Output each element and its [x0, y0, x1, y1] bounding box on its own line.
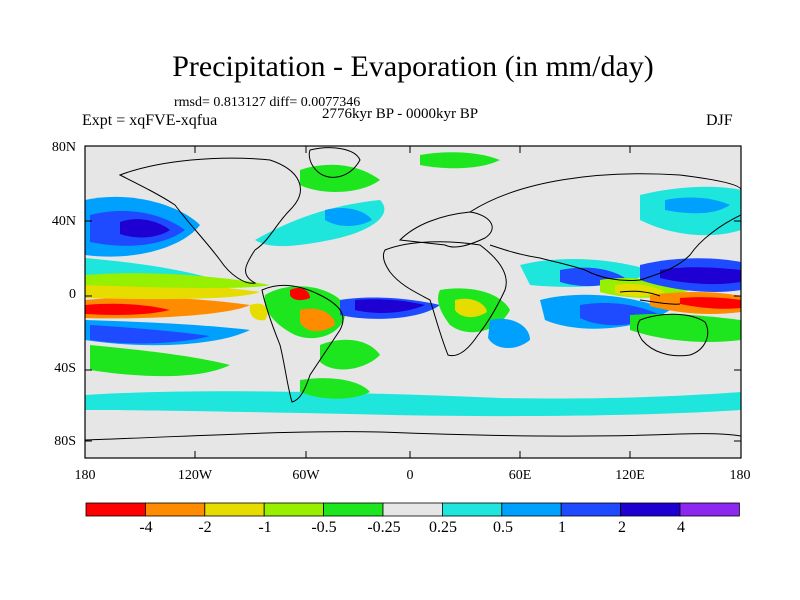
colorbar-label-p025: 0.25 [429, 519, 457, 536]
coast-asia [469, 173, 741, 281]
colorbar-box-3 [263, 502, 325, 517]
colorbar-box-10 [679, 502, 740, 517]
field-samerica-orange [300, 308, 335, 332]
field-swpac-green [630, 313, 741, 342]
lon-label-120e: 120E [615, 468, 645, 483]
colorbar-box-6 [441, 502, 503, 517]
coast-europe [398, 211, 493, 248]
field-wpac-red [680, 297, 741, 309]
colorbar-box-7 [501, 502, 562, 517]
period-label: 2776kyr BP - 0000kyr BP [322, 106, 479, 122]
coast-north-america [118, 157, 301, 284]
field-southern-cyan [85, 391, 741, 417]
lon-label-0: 0 [406, 468, 414, 483]
coast-africa [382, 241, 507, 357]
lon-label-180e: 180 [729, 468, 751, 483]
coast-greenland [308, 147, 361, 178]
colorbar-box-0 [85, 502, 146, 517]
field-npacific-dark [120, 219, 170, 238]
lat-label-80n: 80N [51, 140, 76, 155]
coastlines [85, 147, 741, 441]
colorbar-label-p2: 2 [618, 519, 626, 536]
field-andes-yellow [249, 303, 268, 321]
field-epac-red [85, 303, 170, 315]
field-nwpac-blue [665, 197, 730, 214]
experiment-label: Expt = xqFVE-xqfua [82, 112, 218, 129]
colorbar-label-m1: -1 [258, 519, 272, 536]
colorbar-label-m025: -0.25 [367, 519, 401, 536]
colorbar-label-p05: 0.5 [493, 519, 513, 536]
colorbar-label-m4: -4 [139, 519, 153, 536]
anomaly-field [85, 152, 741, 458]
lat-label-eq: 0 [69, 287, 76, 302]
field-natl-blue [325, 208, 372, 226]
field-spcz-green [90, 345, 230, 377]
colorbar-label-m05: -0.5 [311, 519, 337, 536]
colorbar-box-4 [323, 502, 384, 517]
lon-ticks [84, 146, 742, 458]
colorbar [85, 502, 740, 517]
coast-indonesia [619, 290, 681, 305]
field-natl-green [300, 164, 380, 192]
field-satl-green [320, 339, 380, 370]
lat-label-40s: 40S [54, 361, 76, 376]
season-label: DJF [706, 112, 733, 129]
lon-label-180w: 180 [74, 468, 96, 483]
field-samerica-red [290, 287, 310, 301]
coast-south-america [261, 284, 344, 403]
colorbar-box-5 [382, 502, 443, 517]
field-southern-green [300, 378, 370, 399]
coast-australia [637, 313, 709, 357]
rmsd-diff-stats: rmsd= 0.813127 diff= 0.0077346 [174, 95, 361, 110]
field-spac-darkblue [90, 325, 210, 344]
lat-label-40n: 40N [51, 214, 76, 229]
lon-label-120w: 120W [177, 468, 213, 483]
lat-ticks [85, 145, 741, 442]
lat-label-80s: 80S [54, 434, 76, 449]
field-epac-green [85, 273, 270, 289]
figure-title: Precipitation - Evaporation (in mm/day) [172, 50, 654, 83]
colorbar-box-1 [144, 502, 206, 517]
colorbar-box-8 [560, 502, 622, 517]
field-antarctic [85, 440, 741, 458]
colorbar-label-p1: 1 [558, 519, 566, 536]
field-africa-yellow [455, 298, 487, 318]
colorbar-box-2 [204, 502, 265, 517]
map-border [84, 145, 742, 459]
lon-label-60w: 60W [292, 468, 320, 483]
colorbar-label-p4: 4 [677, 519, 685, 536]
field-seafrica-blue [488, 318, 530, 349]
colorbar-label-m2: -2 [198, 519, 212, 536]
field-arctic-green [420, 152, 500, 169]
field-eqatl-dark [355, 299, 425, 313]
coast-antarctica [85, 431, 741, 441]
lon-label-60e: 60E [508, 468, 532, 483]
field-wpac-dark [660, 267, 741, 285]
colorbar-box-9 [620, 502, 681, 517]
